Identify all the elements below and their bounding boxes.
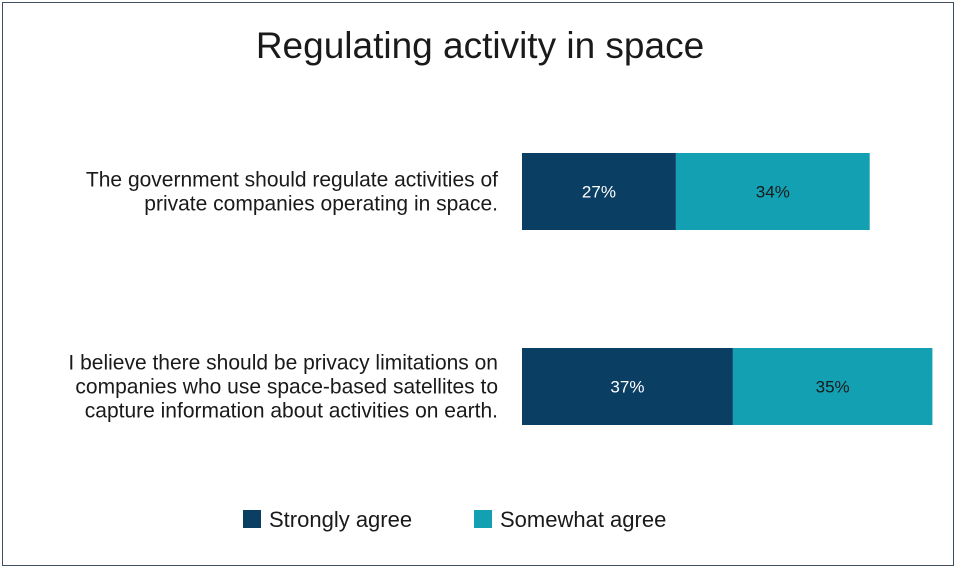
category-label-line: private companies operating in space. [144,193,498,216]
data-label: 37% [610,378,644,397]
data-label: 34% [756,183,790,202]
legend-swatch [474,510,492,528]
category-label-line: companies who use space-based satellites… [75,376,498,399]
legend: Strongly agree Somewhat agree [243,507,666,532]
category-label-line: I believe there should be privacy limita… [68,352,498,375]
legend-swatch [243,510,261,528]
chart-title: Regulating activity in space [256,25,704,66]
bars: 27% 34% 37% 35% [522,153,933,425]
bar-segment-somewhat-agree [675,153,870,230]
category-label: The government should regulate activitie… [86,169,498,216]
legend-label: Strongly agree [269,507,412,532]
legend-label: Somewhat agree [500,507,666,532]
category-label-line: The government should regulate activitie… [86,169,498,192]
category-label: I believe there should be privacy limita… [68,352,498,423]
bar-segment-strongly-agree [522,153,676,230]
category-labels: The government should regulate activitie… [68,169,498,423]
bar-segment-somewhat-agree [732,348,933,425]
data-label: 27% [582,183,616,202]
bar-segment-strongly-agree [522,348,733,425]
category-label-line: capture information about activities on … [85,400,498,423]
data-label: 35% [816,378,850,397]
